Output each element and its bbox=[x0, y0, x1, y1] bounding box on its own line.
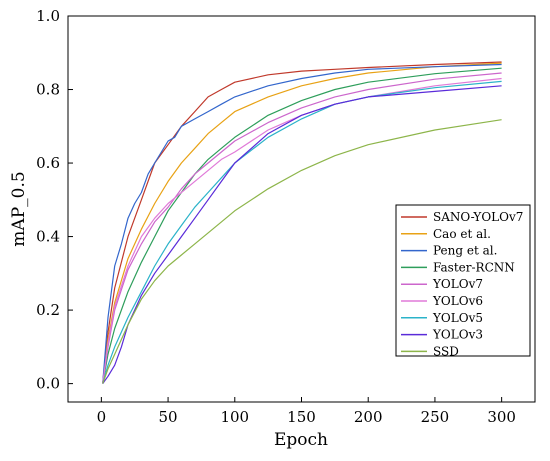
x-tick-label: 100 bbox=[220, 408, 249, 426]
x-tick-label: 250 bbox=[421, 408, 450, 426]
legend-label: Peng et al. bbox=[433, 244, 497, 258]
x-tick-label: 300 bbox=[487, 408, 516, 426]
y-tick-label: 0.6 bbox=[36, 154, 60, 172]
y-axis: 0.0 0.2 0.4 0.6 0.8 1.0 bbox=[36, 7, 73, 393]
legend-label: SANO-YOLOv7 bbox=[433, 210, 523, 224]
y-tick-label: 0.2 bbox=[36, 301, 60, 319]
series-line-ssd bbox=[102, 119, 502, 384]
series-line-cao-et-al- bbox=[102, 62, 502, 384]
x-tick-label: 50 bbox=[159, 408, 178, 426]
series-line-faster-rcnn bbox=[102, 67, 502, 384]
y-tick-label: 0.0 bbox=[36, 375, 60, 393]
x-tick-label: 150 bbox=[287, 408, 316, 426]
y-tick-label: 0.8 bbox=[36, 81, 60, 99]
series-line-yolov3 bbox=[102, 85, 502, 384]
legend: SANO-YOLOv7 Cao et al. Peng et al. Faster-R… bbox=[395, 204, 531, 358]
legend-label: YOLOv3 bbox=[432, 328, 483, 342]
legend-label: YOLOv5 bbox=[432, 311, 483, 325]
series-line-yolov7 bbox=[102, 72, 502, 384]
y-tick-label: 1.0 bbox=[36, 7, 60, 25]
legend-label: SSD bbox=[433, 344, 459, 358]
x-axis-title: Epoch bbox=[274, 430, 328, 450]
series-line-peng-et-al- bbox=[102, 63, 502, 384]
x-axis: 0 50 100 150 200 250 300 bbox=[97, 397, 516, 426]
series-layer bbox=[102, 61, 502, 384]
y-tick-label: 0.4 bbox=[36, 228, 60, 246]
series-line-sano-yolov7 bbox=[102, 61, 502, 384]
legend-label: YOLOv6 bbox=[432, 294, 483, 308]
legend-label: Faster-RCNN bbox=[433, 260, 515, 274]
y-axis-title: mAP_0.5 bbox=[9, 171, 29, 246]
legend-box bbox=[395, 204, 531, 357]
x-tick-label: 0 bbox=[97, 408, 107, 426]
legend-label: Cao et al. bbox=[433, 227, 491, 241]
x-tick-label: 200 bbox=[354, 408, 383, 426]
legend-label: YOLOv7 bbox=[432, 277, 483, 291]
